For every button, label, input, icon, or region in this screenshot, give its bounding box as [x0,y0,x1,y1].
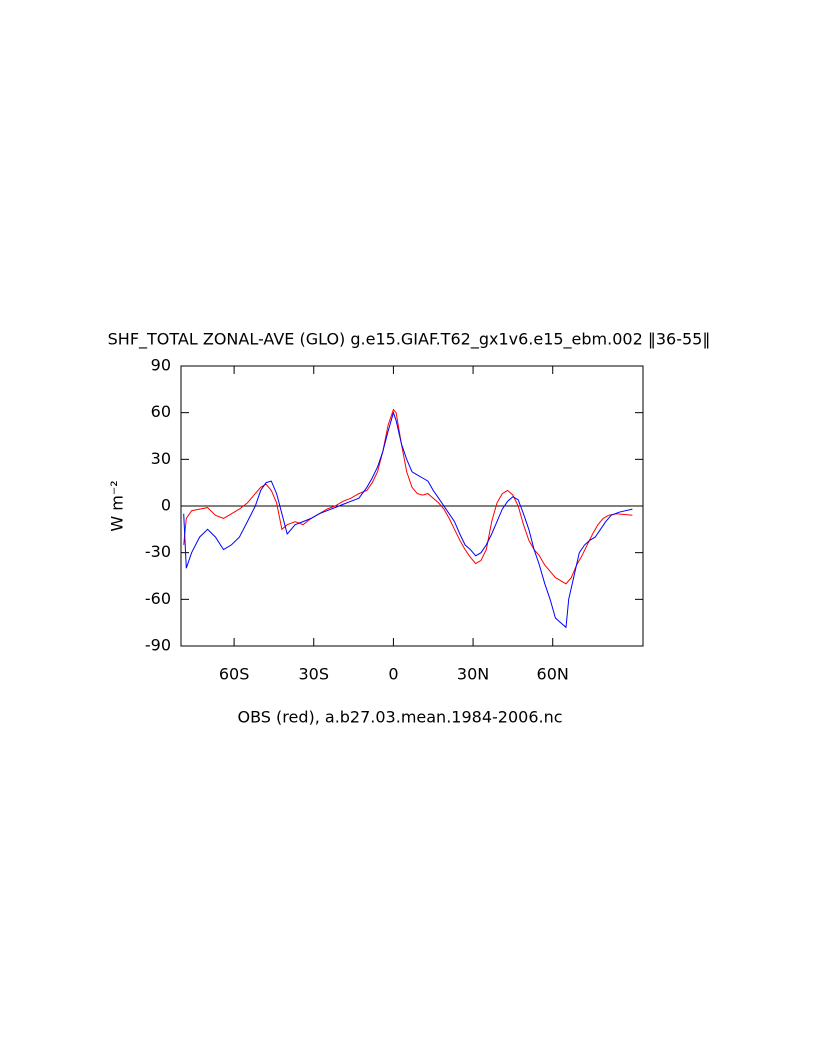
x-tick-label: 30S [299,665,330,684]
y-tick-label: 0 [161,496,171,515]
y-axis-label: W m⁻² [108,480,127,531]
y-tick-label: 60 [151,402,171,421]
y-tick-label: 30 [151,449,171,468]
chart-title: SHF_TOTAL ZONAL-AVE (GLO) g.e15.GIAF.T62… [108,330,711,350]
y-tick-label: -60 [145,589,171,608]
data-line [183,408,633,585]
x-tick-label: 60N [537,665,569,684]
y-tick-label: -30 [145,542,171,561]
y-tick-label: -90 [145,636,171,655]
data-line [183,411,633,629]
x-tick-label: 60S [219,665,250,684]
x-axis-label: OBS (red), a.b27.03.mean.1984-2006.nc [237,708,562,727]
x-tick-label: 0 [388,665,398,684]
x-tick-label: 30N [457,665,489,684]
y-tick-label: 90 [151,356,171,375]
